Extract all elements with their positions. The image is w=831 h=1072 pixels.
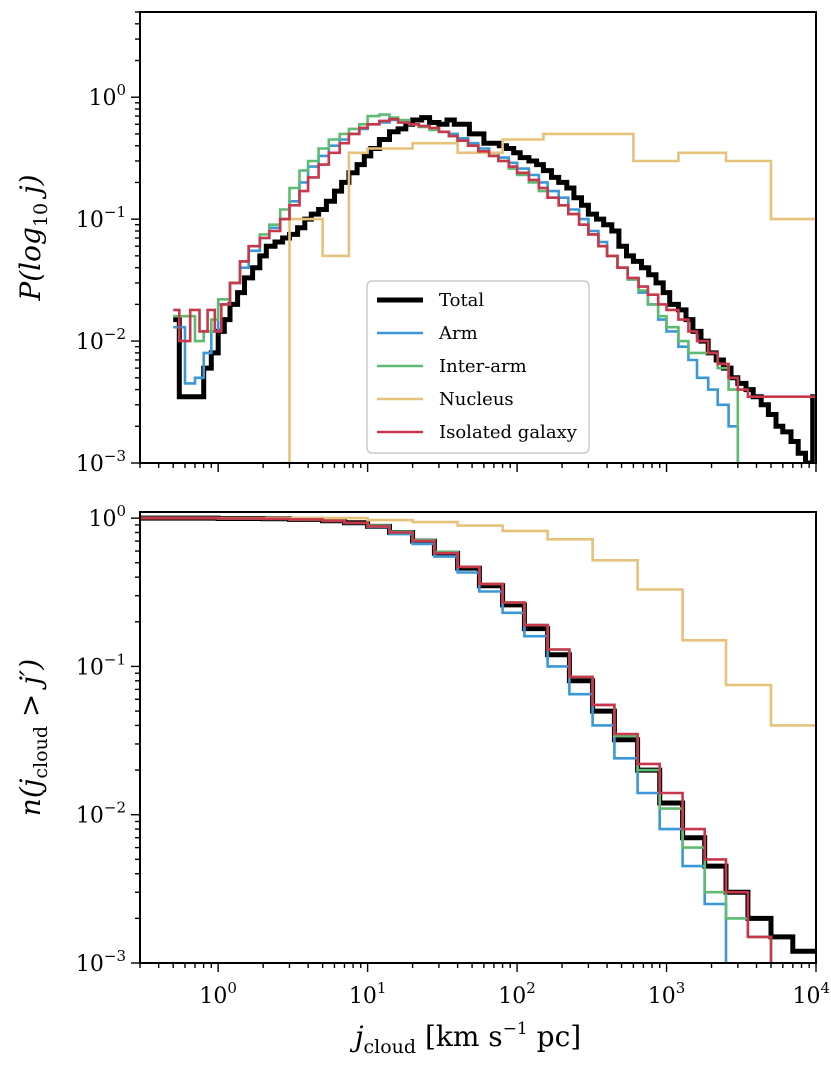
bottom-series-nucleus <box>140 516 816 727</box>
bottom-series-isolated-galaxy <box>140 516 773 963</box>
bottom-y-axis-label: n(jcloud > j′) <box>14 659 52 816</box>
bottom-y-tick-label: 10−2 <box>76 799 126 829</box>
top-panel: 100 10−1 10−2 10−3 P(log10 j) Total Arm Inter-a… <box>14 11 817 477</box>
bottom-series-group <box>140 515 816 963</box>
bottom-y-tick-label: 100 <box>88 502 126 532</box>
legend-label: Nucleus <box>439 389 514 410</box>
legend-box <box>366 280 590 454</box>
top-series-total <box>173 115 816 463</box>
x-axis-label: jcloud [km s−1 pc] <box>349 1019 581 1058</box>
legend: Total Arm Inter-arm Nucleus Isolated galaxy <box>366 280 590 454</box>
top-series-nucleus <box>282 132 816 463</box>
legend-label: Isolated galaxy <box>439 422 578 443</box>
bottom-y-tick-label: 10−1 <box>76 650 126 680</box>
bottom-x-tick-label: 100 <box>199 979 237 1009</box>
bottom-series-inter-arm <box>140 516 773 963</box>
bottom-series-total <box>140 515 816 954</box>
legend-label: Inter-arm <box>439 356 527 377</box>
top-y-tick-label: 10−3 <box>76 447 126 477</box>
top-y-tick-label: 100 <box>88 81 126 111</box>
bottom-x-tick-label: 104 <box>792 979 830 1009</box>
bottom-x-tick-label: 102 <box>498 979 536 1009</box>
top-series-isolated-galaxy <box>173 117 816 398</box>
top-series-group <box>173 113 816 463</box>
top-y-axis-label: P(log10 j) <box>14 174 52 301</box>
bottom-x-tick-label: 103 <box>648 979 686 1009</box>
bottom-axes-frame <box>139 511 817 964</box>
bottom-panel: 100 10−1 10−2 10−3 100 101 102 103 104 n(jcloud >… <box>14 502 830 1058</box>
top-y-tick-label: 10−1 <box>76 203 126 233</box>
top-y-tick-label: 10−2 <box>76 325 126 355</box>
legend-label: Total <box>439 290 484 311</box>
bottom-x-tick-label: 101 <box>349 979 387 1009</box>
bottom-y-tick-label: 10−3 <box>76 947 126 977</box>
legend-label: Arm <box>438 323 478 344</box>
